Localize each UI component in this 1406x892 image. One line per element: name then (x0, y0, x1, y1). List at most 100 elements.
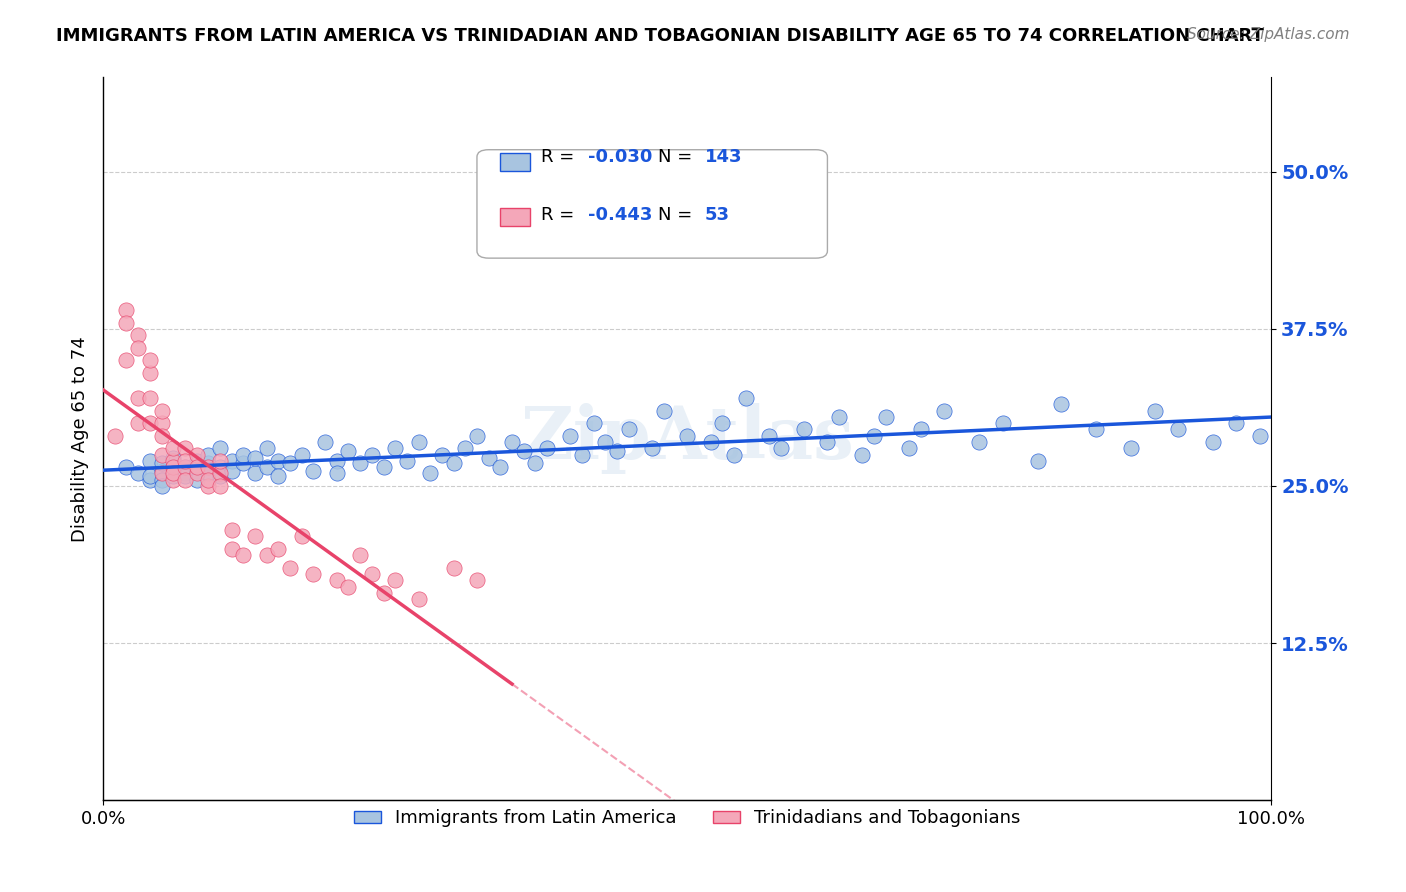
Point (1050, 397, 1073, 411)
Point (267, 469, 290, 483)
Point (208, 454, 231, 468)
Point (150, 448, 173, 462)
Point (127, 328, 149, 343)
Point (208, 442, 231, 456)
Point (443, 560, 465, 574)
Point (512, 443, 534, 458)
Point (162, 460, 184, 475)
Point (174, 460, 197, 475)
Point (150, 479, 173, 493)
Point (991, 416, 1014, 430)
Point (291, 448, 314, 462)
Point (360, 448, 382, 462)
Point (256, 460, 278, 475)
Point (197, 473, 219, 487)
Point (652, 403, 675, 417)
Legend: Immigrants from Latin America, Trinidadians and Tobagonians: Immigrants from Latin America, Trinidadi… (346, 802, 1028, 835)
Point (302, 566, 325, 581)
Point (243, 451, 266, 466)
Point (617, 422, 640, 436)
Point (1225, 416, 1247, 430)
Point (115, 316, 138, 330)
Point (501, 434, 523, 449)
Text: R =: R = (541, 206, 581, 224)
Point (232, 456, 254, 470)
Point (278, 456, 301, 470)
Point (221, 541, 243, 556)
Point (150, 473, 173, 487)
Point (384, 573, 406, 587)
Point (232, 548, 254, 562)
Point (197, 448, 219, 462)
Point (360, 566, 382, 581)
Point (419, 467, 441, 481)
Text: 143: 143 (704, 148, 742, 166)
Text: 53: 53 (704, 206, 730, 224)
Point (1026, 454, 1049, 468)
Point (186, 467, 208, 481)
Point (139, 469, 162, 483)
Point (186, 464, 208, 478)
Point (186, 454, 208, 468)
Point (186, 460, 208, 475)
Point (243, 529, 266, 543)
Point (162, 473, 184, 487)
Point (699, 434, 721, 449)
Text: IMMIGRANTS FROM LATIN AMERICA VS TRINIDADIAN AND TOBAGONIAN DISABILITY AGE 65 TO: IMMIGRANTS FROM LATIN AMERICA VS TRINIDA… (56, 27, 1264, 45)
Text: -0.443: -0.443 (588, 206, 652, 224)
Point (337, 443, 360, 458)
Point (162, 454, 184, 468)
Point (1143, 403, 1166, 417)
Point (150, 403, 173, 417)
Point (734, 391, 756, 405)
Point (489, 460, 512, 475)
Point (291, 529, 314, 543)
Point (898, 442, 921, 456)
Point (641, 442, 664, 456)
Point (197, 467, 219, 481)
Point (384, 442, 406, 456)
Point (139, 416, 162, 430)
Point (197, 456, 219, 470)
Point (267, 541, 290, 556)
Point (256, 548, 278, 562)
Point (221, 454, 243, 468)
Point (232, 448, 254, 462)
Point (150, 467, 173, 481)
Point (349, 548, 371, 562)
Point (478, 451, 501, 466)
Point (758, 428, 780, 442)
Point (139, 454, 162, 468)
Point (174, 460, 197, 475)
Point (208, 469, 231, 483)
Point (221, 523, 243, 537)
Point (174, 473, 197, 487)
Point (127, 467, 149, 481)
Point (186, 448, 208, 462)
Point (197, 479, 219, 493)
FancyBboxPatch shape (501, 208, 530, 226)
Point (875, 409, 897, 424)
Point (465, 573, 488, 587)
Point (150, 428, 173, 442)
Point (127, 341, 149, 355)
Point (337, 580, 360, 594)
Point (815, 434, 838, 449)
Point (150, 456, 173, 470)
Point (536, 442, 558, 456)
Point (769, 442, 792, 456)
Text: N =: N = (658, 148, 697, 166)
Point (560, 428, 582, 442)
FancyBboxPatch shape (477, 150, 827, 258)
Point (174, 467, 197, 481)
Point (127, 391, 149, 405)
Point (934, 403, 956, 417)
Point (127, 416, 149, 430)
Point (139, 473, 162, 487)
Point (162, 451, 184, 466)
Point (208, 467, 231, 481)
Point (150, 416, 173, 430)
Text: R =: R = (541, 148, 581, 166)
Point (115, 460, 138, 475)
Point (863, 428, 886, 442)
